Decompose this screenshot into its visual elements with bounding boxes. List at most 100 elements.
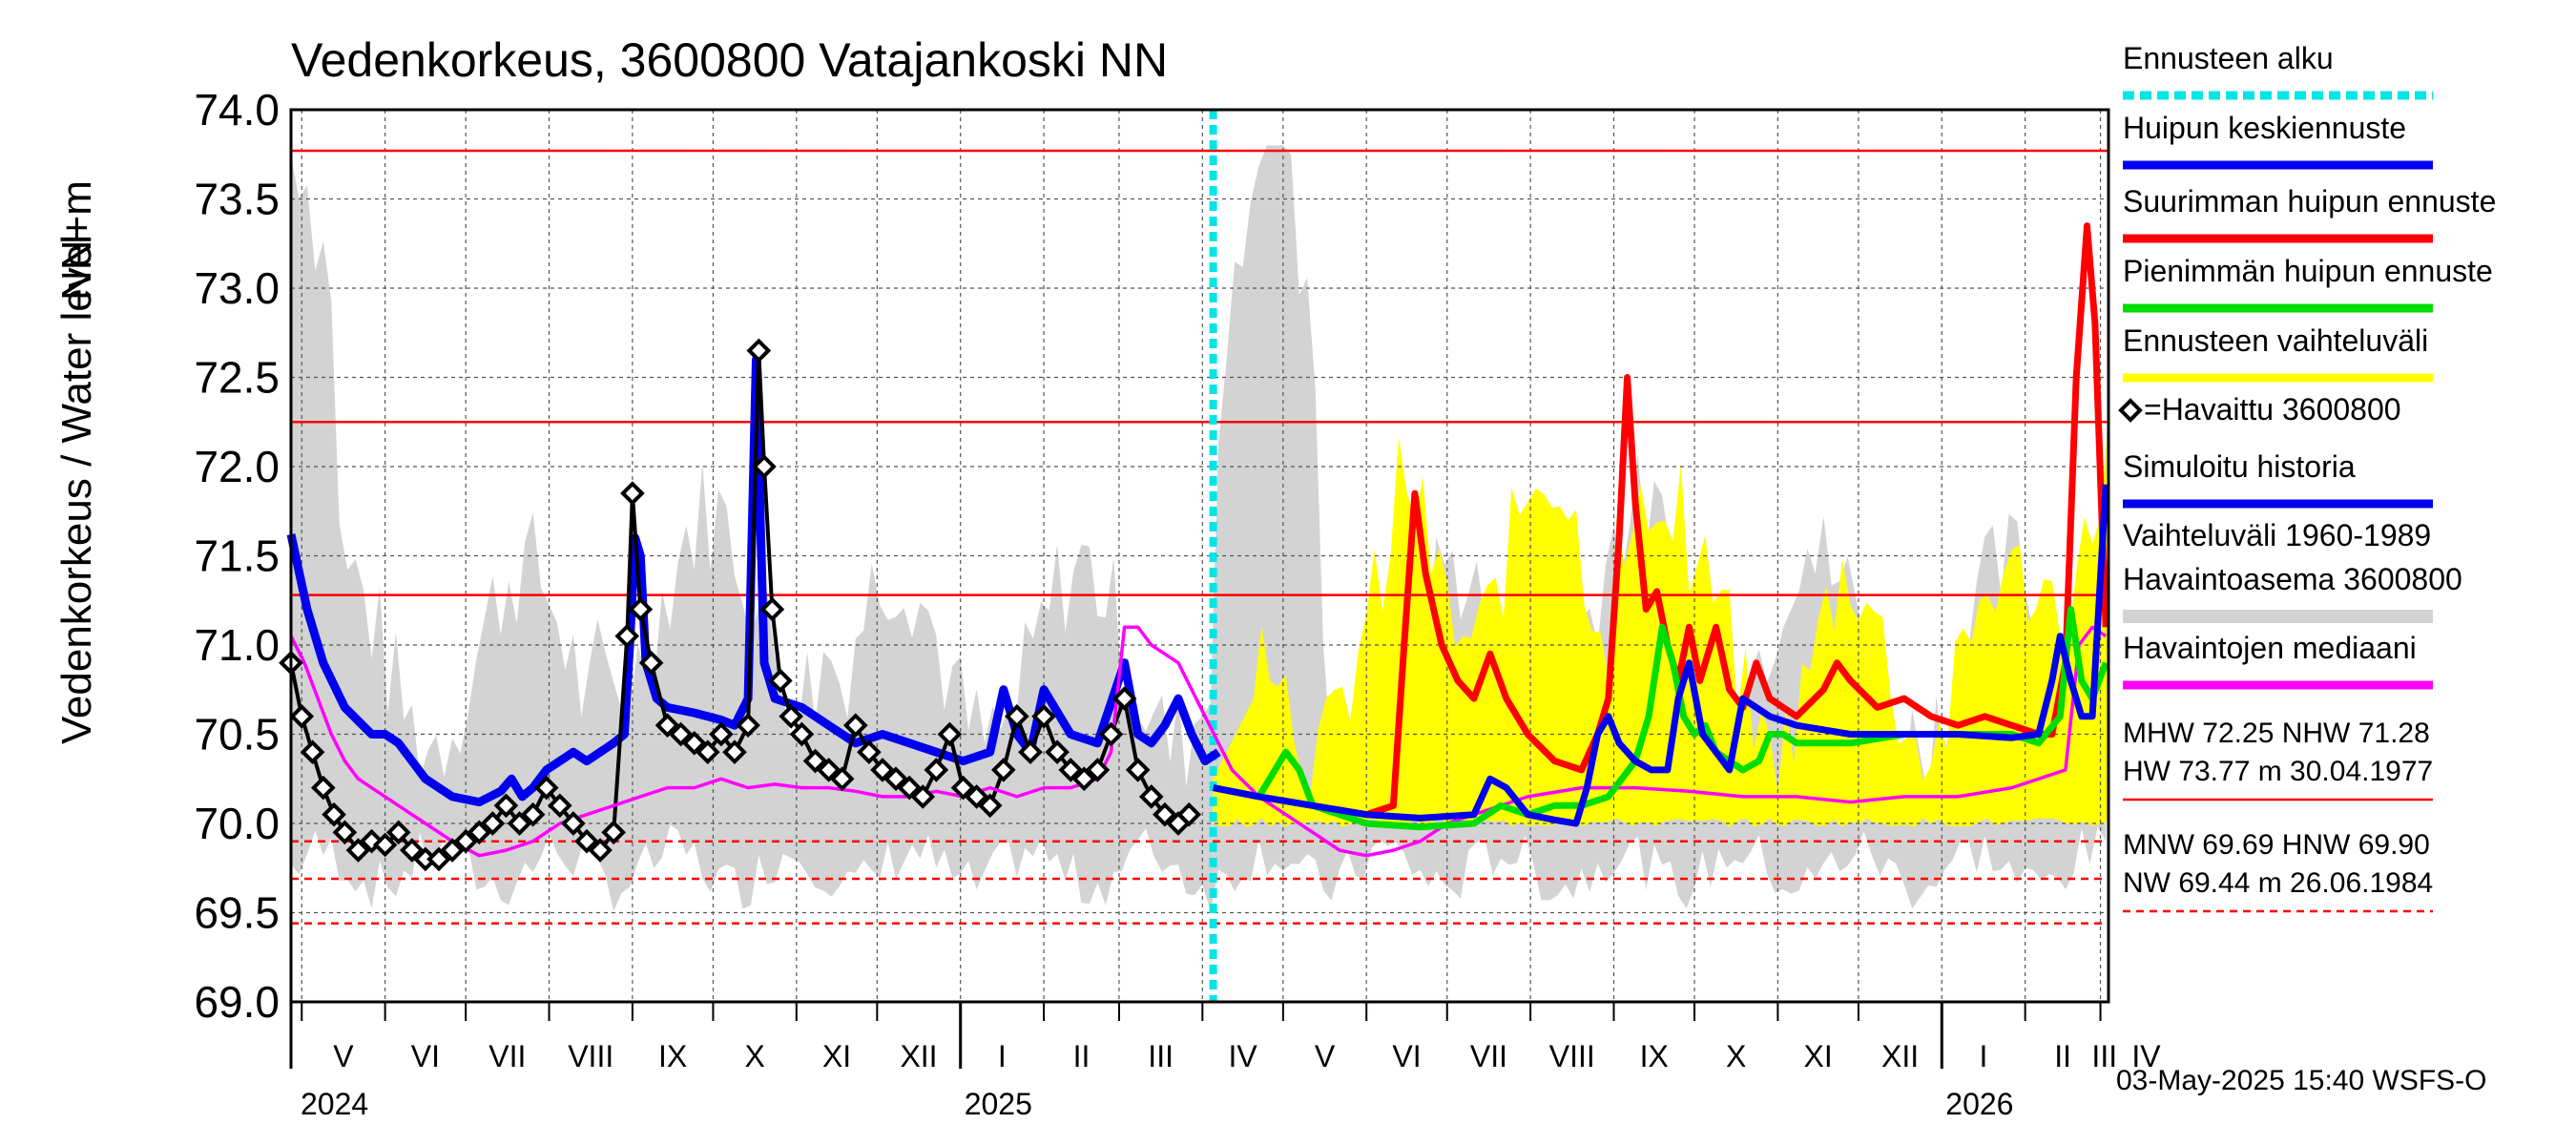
- month-label: III: [1148, 1039, 1174, 1073]
- observed-point: [910, 784, 936, 809]
- observed-point: [883, 766, 908, 792]
- observed-point: [588, 838, 613, 863]
- observed-point: [1153, 802, 1177, 827]
- observed-point: [638, 650, 664, 676]
- observed-point: [453, 828, 479, 854]
- observed-markers: [279, 338, 1202, 872]
- observed-point: [779, 703, 803, 729]
- observed-point: [520, 802, 546, 827]
- year-label: 2025: [965, 1087, 1032, 1121]
- observed-point: [628, 596, 654, 622]
- observed-point: [507, 811, 532, 836]
- legend: Ennusteen alku Huipun keskiennuste Suurimm…: [2118, 41, 2496, 913]
- observed-point: [533, 775, 559, 801]
- y-tick-label: 71.5: [194, 531, 280, 581]
- month-label: V: [1315, 1039, 1336, 1073]
- observed-point: [709, 721, 734, 747]
- observed-point: [1005, 703, 1029, 729]
- observed-point: [816, 758, 841, 782]
- month-label: XII: [900, 1039, 937, 1073]
- observed-point: [668, 721, 694, 747]
- plot-frame: [289, 108, 2110, 1004]
- timestamp: 03-May-2025 15:40 WSFS-O: [2116, 1065, 2487, 1096]
- y-tick-label: 73.5: [194, 175, 280, 224]
- observed-point: [399, 838, 425, 863]
- chart-title: Vedenkorkeus, 3600800 Vatajankoski NN: [291, 33, 1168, 87]
- series-simuloitu-historia: [286, 355, 1221, 807]
- legend-label: Vaihteluväli 1960-1989: [2123, 518, 2431, 552]
- month-label: XI: [1804, 1039, 1833, 1073]
- legend-label: Simuloitu historia: [2123, 449, 2356, 484]
- observed-point: [1098, 721, 1124, 747]
- observed-point: [990, 758, 1016, 782]
- observed-point: [322, 802, 346, 827]
- observed-point: [977, 793, 1003, 819]
- observed-point: [385, 820, 411, 845]
- observed-point: [372, 832, 398, 858]
- month-label: II: [2054, 1039, 2071, 1073]
- observed-point: [467, 820, 492, 845]
- observed-point: [950, 775, 976, 801]
- legend-label: =Havaittu 3600800: [2144, 392, 2401, 427]
- observed-point: [746, 338, 772, 364]
- month-label: II: [1073, 1039, 1091, 1073]
- observed-point: [1045, 739, 1070, 765]
- legend-marker: [2118, 398, 2143, 423]
- legend-label: Havaintoasema 3600800: [2123, 562, 2462, 596]
- band-layer: [291, 145, 2109, 911]
- observed-point: [857, 739, 882, 765]
- observed-point: [1138, 784, 1164, 809]
- month-label: IV: [2131, 1039, 2161, 1073]
- y-axis-label: Vedenkorkeus / Water level: [53, 235, 100, 744]
- month-label: I: [1980, 1039, 1988, 1073]
- observed-point: [440, 838, 465, 863]
- observed-point: [620, 481, 645, 506]
- month-label: X: [744, 1039, 764, 1073]
- stats-line-4: NW 69.44 m 26.06.1984: [2123, 867, 2433, 899]
- month-label: IX: [658, 1039, 687, 1073]
- observed-point: [1018, 739, 1043, 765]
- year-label: 2024: [301, 1087, 368, 1121]
- stats-line-1: MHW 72.25 NHW 71.28: [2123, 718, 2430, 749]
- y-tick-label: 72.5: [194, 353, 280, 403]
- y-tick-label: 70.5: [194, 710, 280, 760]
- series-havaintojen-mediaani: [289, 625, 2108, 858]
- month-label: XI: [822, 1039, 851, 1073]
- observed-point: [937, 721, 963, 747]
- month-label: XII: [1881, 1039, 1919, 1073]
- year-label: 2026: [1945, 1087, 2013, 1121]
- observed-point: [842, 713, 868, 738]
- observed-point: [897, 775, 922, 801]
- stats-line-2: HW 73.77 m 30.04.1977: [2123, 756, 2433, 787]
- month-label: VI: [411, 1039, 440, 1073]
- observed-point: [574, 828, 599, 854]
- observed-point: [722, 739, 747, 765]
- observed-point: [601, 820, 626, 845]
- y-tick-label: 71.0: [194, 620, 280, 670]
- observed-point: [426, 846, 451, 872]
- series-huipun-keskiennuste: [1212, 484, 2109, 827]
- y-tick-label: 73.0: [194, 263, 280, 313]
- observed-point: [1085, 758, 1111, 782]
- y-tick-label: 72.0: [194, 442, 280, 491]
- month-label: IX: [1640, 1039, 1669, 1073]
- observed-point: [480, 811, 506, 836]
- observed-point: [1071, 766, 1097, 792]
- observed-point: [547, 793, 572, 819]
- axis-layer: 74.0 73.5 73.0 72.5 72.0 71.5 71.0 70.5 70.0 69.5…: [194, 85, 2161, 1121]
- observed-point: [493, 793, 519, 819]
- month-label: VII: [488, 1039, 526, 1073]
- observed-point: [681, 731, 707, 756]
- y-tick-label: 69.5: [194, 888, 280, 938]
- month-label: V: [333, 1039, 354, 1073]
- observed-point: [802, 748, 828, 774]
- legend-label: Ennusteen alku: [2123, 41, 2334, 75]
- y-axis-unit-label: NN+m: [53, 180, 100, 301]
- observed-point: [789, 721, 815, 747]
- observed-point: [654, 713, 680, 738]
- legend-label: Ennusteen vaihteluväli: [2123, 323, 2428, 358]
- observed-point: [1111, 686, 1137, 711]
- observed-point: [1176, 802, 1202, 827]
- observed-point: [345, 838, 371, 863]
- observed-point: [695, 739, 720, 765]
